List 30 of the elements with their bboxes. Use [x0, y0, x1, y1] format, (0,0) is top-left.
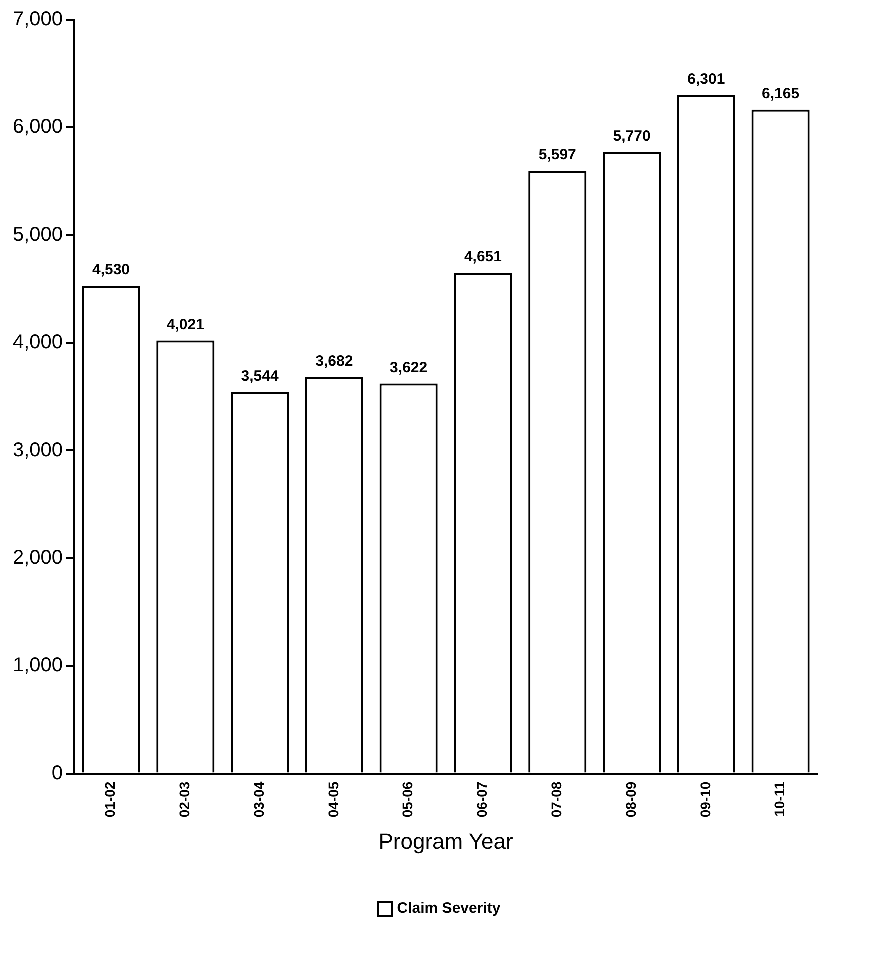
text: 6,165	[762, 86, 800, 103]
text: Claim Severity	[397, 900, 501, 917]
x-tick-label: 01-02	[102, 782, 118, 818]
y-tick-label: 1,000	[12, 654, 64, 677]
y-tick-label: 6,000	[12, 116, 64, 138]
y-tick-label: 3,000	[12, 439, 64, 462]
text: 3,622	[390, 359, 428, 376]
text: 5,597	[538, 146, 576, 164]
text: 4,530	[92, 262, 130, 279]
x-tick-label: 04-05	[325, 782, 342, 818]
x-tick-label: 02-03	[176, 782, 192, 818]
x-tick-label: 05-06	[400, 782, 416, 818]
text: 3,544	[241, 368, 279, 385]
text: 6,301	[688, 70, 726, 88]
y-tick-label: 4,000	[12, 332, 64, 354]
y-tick-label: 7,000	[12, 8, 64, 31]
x-tick-label: 06-07	[474, 782, 490, 818]
x-tick-label: 07-08	[548, 782, 564, 818]
text: 3,682	[316, 352, 354, 370]
text: 4,651	[464, 248, 502, 266]
x-tick-label: 10-11	[772, 782, 788, 817]
x-tick-label: 09-10	[697, 782, 714, 818]
x-axis-title: Program Year	[378, 828, 514, 854]
x-tick-label: 08-09	[622, 782, 639, 818]
text: 4,021	[166, 316, 204, 334]
y-tick-label: 5,000	[12, 224, 64, 246]
y-tick-label: 0	[52, 762, 64, 784]
text: 5,770	[613, 128, 651, 146]
y-tick-label: 2,000	[12, 546, 64, 569]
x-tick-label: 03-04	[250, 782, 267, 818]
